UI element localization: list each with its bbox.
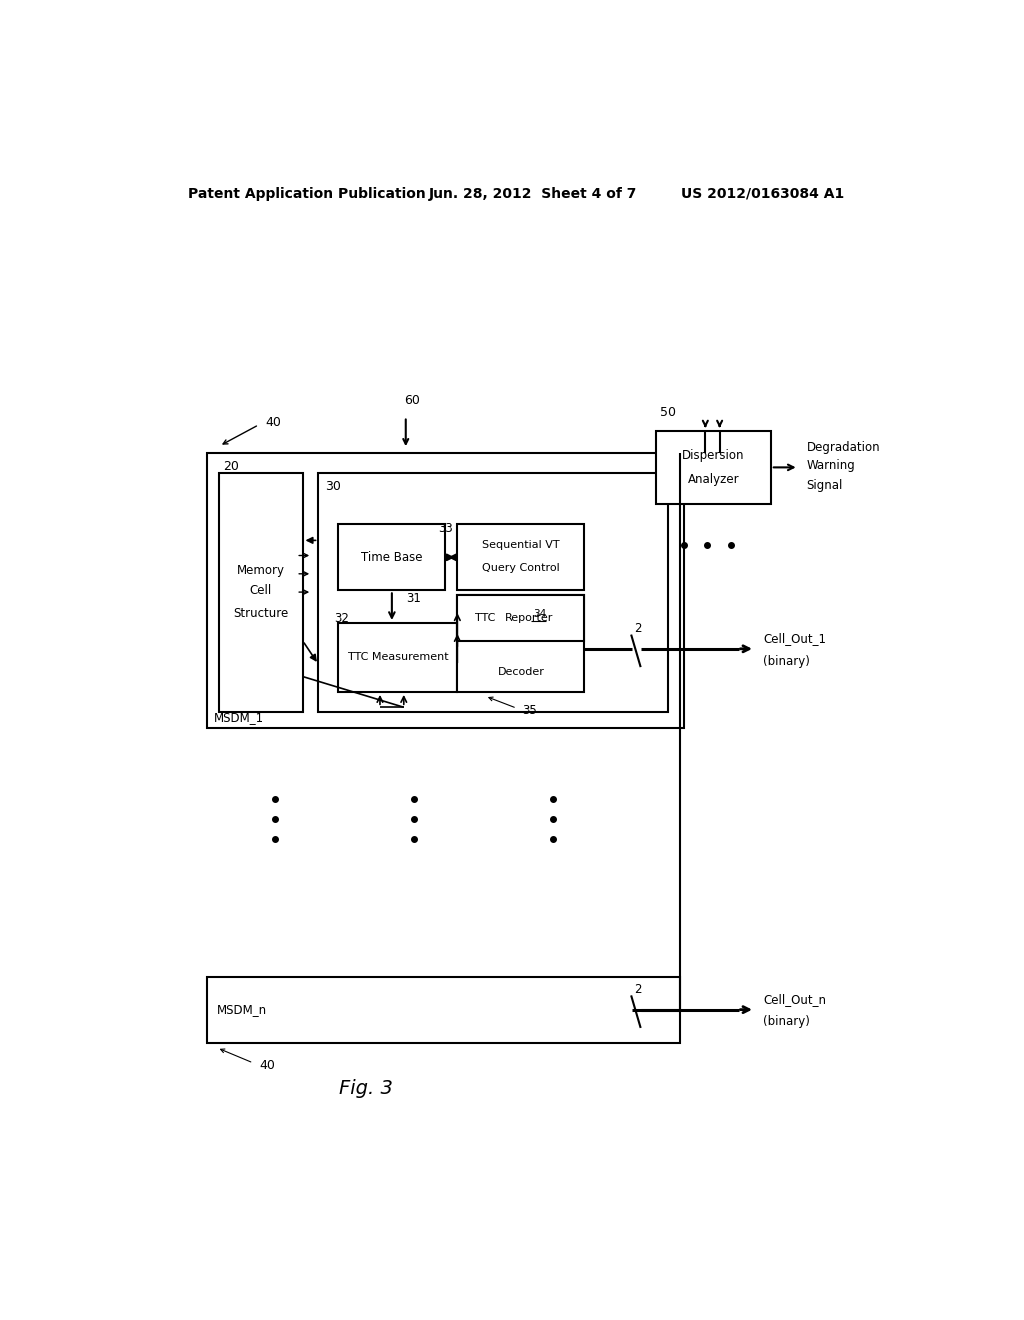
Text: 20: 20 xyxy=(223,459,240,473)
Text: 40: 40 xyxy=(265,416,282,429)
Text: 32: 32 xyxy=(334,612,349,626)
Text: Cell: Cell xyxy=(250,585,272,598)
Text: TTC Measurement: TTC Measurement xyxy=(347,652,449,663)
Text: Patent Application Publication: Patent Application Publication xyxy=(187,187,425,201)
Text: 34: 34 xyxy=(532,610,546,619)
Text: Signal: Signal xyxy=(807,479,843,492)
FancyBboxPatch shape xyxy=(338,524,445,590)
Text: Decoder: Decoder xyxy=(498,667,545,677)
Text: Analyzer: Analyzer xyxy=(687,473,739,486)
Text: Degradation: Degradation xyxy=(807,441,881,454)
Text: 35: 35 xyxy=(522,704,538,717)
FancyBboxPatch shape xyxy=(458,595,585,642)
Text: 33: 33 xyxy=(438,521,454,535)
FancyBboxPatch shape xyxy=(338,623,458,692)
Text: Memory: Memory xyxy=(237,564,285,577)
Text: TTC: TTC xyxy=(475,614,496,623)
Text: US 2012/0163084 A1: US 2012/0163084 A1 xyxy=(681,187,845,201)
FancyBboxPatch shape xyxy=(655,430,771,504)
Text: Sequential VT: Sequential VT xyxy=(482,540,560,550)
FancyBboxPatch shape xyxy=(207,453,684,727)
Text: Jun. 28, 2012  Sheet 4 of 7: Jun. 28, 2012 Sheet 4 of 7 xyxy=(429,187,637,201)
Text: 2: 2 xyxy=(634,983,641,995)
Text: MSDM_1: MSDM_1 xyxy=(214,711,264,723)
Text: 30: 30 xyxy=(325,480,341,494)
Text: 40: 40 xyxy=(259,1059,274,1072)
Text: (binary): (binary) xyxy=(763,1015,810,1028)
Text: Cell_Out_1: Cell_Out_1 xyxy=(763,632,826,645)
FancyBboxPatch shape xyxy=(458,524,585,590)
Text: Query Control: Query Control xyxy=(482,562,560,573)
Text: Cell_Out_n: Cell_Out_n xyxy=(763,993,826,1006)
Text: MSDM_n: MSDM_n xyxy=(217,1003,267,1016)
FancyBboxPatch shape xyxy=(458,595,585,692)
Text: 2: 2 xyxy=(634,622,641,635)
Text: Reporter: Reporter xyxy=(505,614,553,623)
FancyBboxPatch shape xyxy=(207,977,680,1043)
Text: Structure: Structure xyxy=(233,607,289,619)
Text: Warning: Warning xyxy=(807,459,855,471)
Text: Fig. 3: Fig. 3 xyxy=(339,1078,393,1098)
FancyBboxPatch shape xyxy=(318,474,668,713)
Text: 31: 31 xyxy=(407,591,421,605)
Text: Time Base: Time Base xyxy=(361,550,423,564)
Text: (binary): (binary) xyxy=(763,655,810,668)
Text: 60: 60 xyxy=(404,393,420,407)
Text: Dispersion: Dispersion xyxy=(682,449,744,462)
Text: 50: 50 xyxy=(659,407,676,418)
FancyBboxPatch shape xyxy=(219,474,303,713)
